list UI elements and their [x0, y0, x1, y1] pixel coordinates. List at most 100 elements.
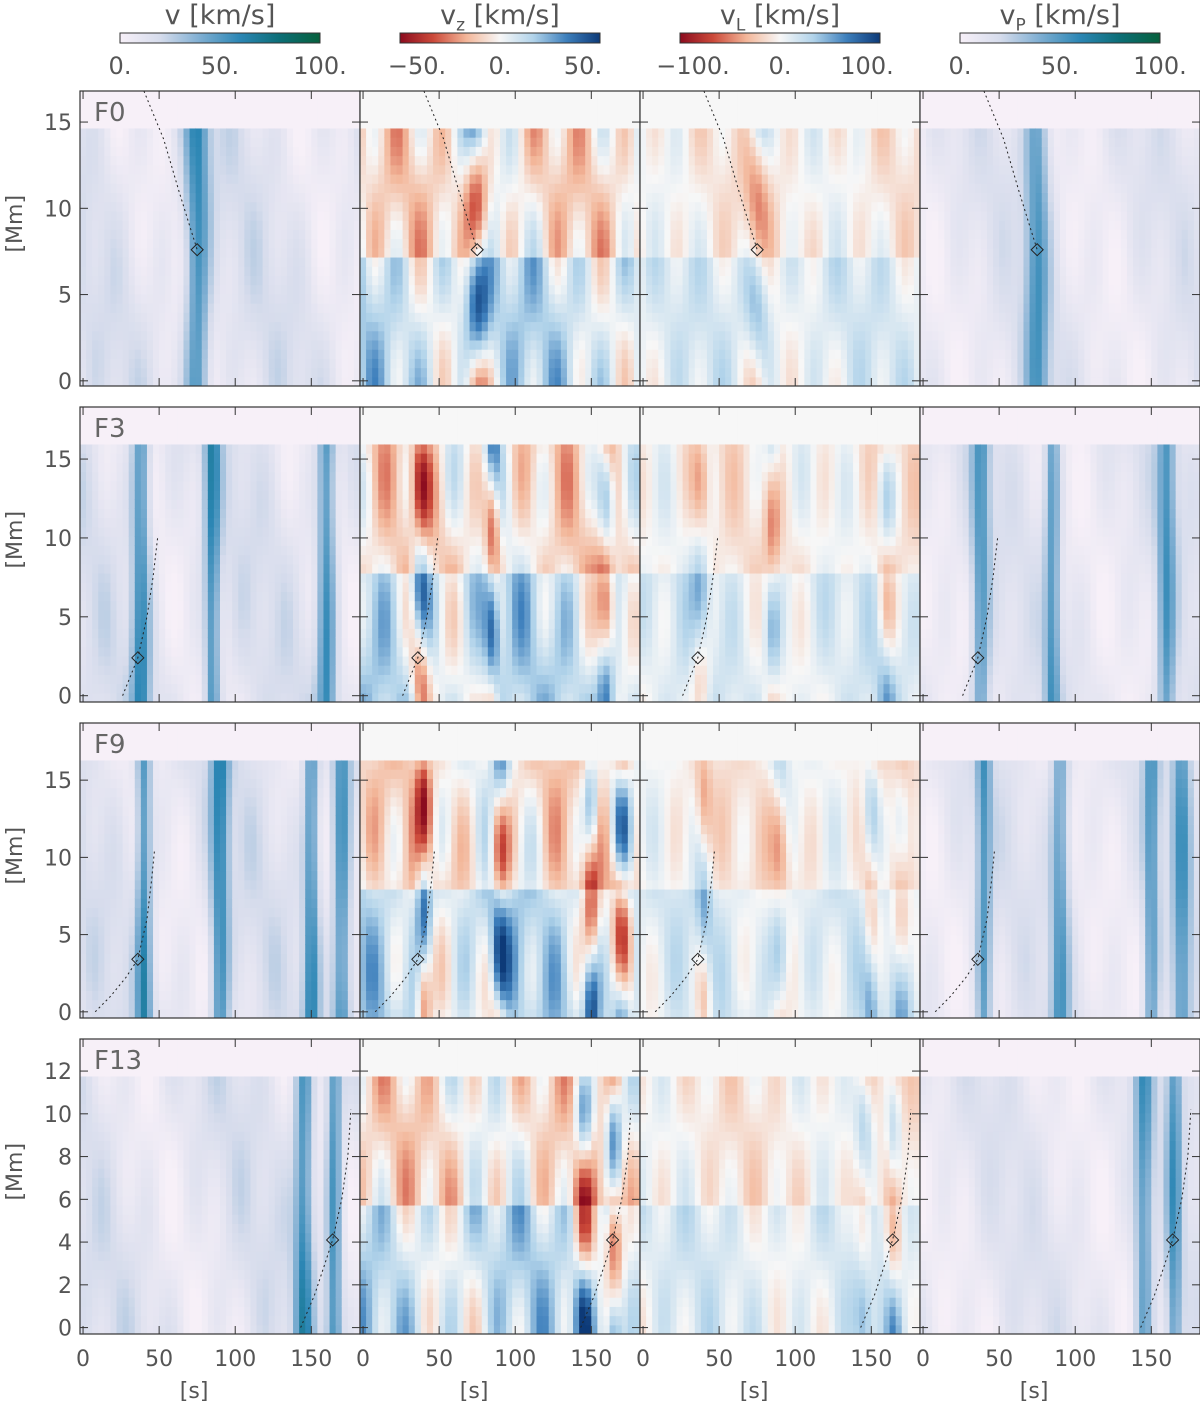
heatmap-cell — [804, 229, 812, 240]
heatmap-cell — [773, 284, 781, 295]
heatmap-cell — [938, 137, 945, 147]
heatmap-cell — [542, 164, 550, 175]
heatmap-cell — [104, 91, 112, 101]
heatmap-cell — [585, 238, 592, 249]
heatmap-cell — [390, 303, 398, 313]
heatmap-cell — [299, 367, 306, 378]
heatmap-cell — [566, 339, 574, 350]
heatmap-cell — [286, 266, 294, 276]
heatmap-cell — [907, 358, 915, 369]
heatmap-cell — [926, 100, 933, 111]
heatmap-cell — [347, 201, 355, 212]
heatmap-cell — [871, 192, 878, 203]
heatmap-cell — [913, 127, 920, 138]
heatmap-cell — [603, 321, 611, 332]
heatmap-cell — [974, 192, 982, 203]
heatmap-cell — [408, 164, 416, 175]
heatmap-cell — [719, 330, 726, 341]
heatmap-cell — [828, 155, 836, 166]
heatmap-cell — [238, 238, 245, 249]
heatmap-cell — [299, 173, 306, 184]
heatmap-cell — [828, 192, 836, 203]
heatmap-cell — [786, 275, 793, 286]
heatmap-cell — [822, 192, 830, 203]
heatmap-cell — [153, 330, 160, 341]
heatmap-cell — [469, 201, 477, 212]
heatmap-cell — [700, 173, 708, 184]
heatmap-cell — [353, 247, 360, 258]
heatmap-cell — [932, 201, 939, 212]
heatmap-cell — [226, 266, 233, 276]
heatmap-cell — [859, 137, 866, 147]
heatmap-cell — [786, 358, 793, 369]
heatmap-cell — [262, 192, 270, 203]
heatmap-cell — [694, 164, 702, 175]
heatmap-cell — [116, 201, 124, 212]
heatmap-cell — [378, 367, 385, 378]
heatmap-cell — [950, 266, 958, 276]
heatmap-cell — [962, 275, 970, 286]
heatmap-cell — [134, 367, 142, 378]
heatmap-cell — [335, 275, 343, 286]
heatmap-cell — [414, 155, 422, 166]
heatmap-cell — [451, 220, 458, 230]
heatmap-cell — [250, 229, 258, 240]
heatmap-cell — [731, 266, 738, 276]
heatmap-cell — [134, 100, 142, 111]
heatmap-cell — [165, 201, 172, 212]
heatmap-cell — [560, 220, 568, 230]
heatmap-cell — [396, 293, 404, 304]
heatmap-cell — [232, 339, 239, 350]
heatmap-cell — [80, 275, 87, 286]
heatmap-cell — [920, 164, 927, 175]
heatmap-cell — [195, 137, 203, 147]
heatmap-cell — [207, 173, 215, 184]
heatmap-cell — [445, 284, 452, 295]
heatmap-cell — [548, 339, 556, 350]
heatmap-cell — [80, 146, 87, 157]
heatmap-cell — [853, 349, 860, 359]
heatmap-cell — [323, 275, 331, 286]
heatmap-cell — [986, 155, 994, 166]
heatmap-cell — [487, 91, 495, 101]
heatmap-cell — [116, 293, 124, 304]
heatmap-cell — [974, 339, 982, 350]
heatmap-cell — [664, 109, 672, 120]
heatmap-cell — [560, 146, 568, 157]
heatmap-cell — [232, 155, 239, 166]
heatmap-cell — [986, 358, 994, 369]
heatmap-cell — [755, 220, 763, 230]
heatmap-cell — [633, 192, 640, 203]
heatmap-cell — [445, 358, 452, 369]
heatmap-cell — [317, 91, 325, 101]
colorbar-tick-label: 0. — [949, 52, 972, 80]
heatmap-cell — [353, 91, 360, 101]
heatmap-cell — [317, 303, 325, 313]
heatmap-cell — [146, 137, 154, 147]
heatmap-cell — [220, 164, 227, 175]
heatmap-cell — [305, 339, 312, 350]
heatmap-cell — [469, 339, 477, 350]
heatmap-cell — [280, 109, 288, 120]
heatmap-cell — [280, 173, 288, 184]
heatmap-cell — [110, 256, 118, 267]
heatmap-cell — [481, 155, 489, 166]
heatmap-cell — [664, 303, 672, 313]
heatmap-cell — [609, 321, 617, 332]
heatmap-cell — [536, 330, 544, 341]
heatmap-cell — [524, 210, 532, 221]
heatmap-cell — [633, 303, 640, 313]
heatmap-cell — [165, 293, 172, 304]
heatmap-cell — [1011, 367, 1018, 378]
heatmap-cell — [968, 367, 976, 378]
heatmap-cell — [518, 91, 525, 101]
heatmap-cell — [329, 293, 337, 304]
heatmap-cell — [408, 293, 416, 304]
heatmap-cell — [962, 321, 970, 332]
heatmap-cell — [299, 146, 306, 157]
heatmap-cell — [177, 321, 185, 332]
heatmap-cell — [86, 376, 93, 386]
heatmap-cell — [694, 173, 702, 184]
heatmap-cell — [646, 303, 653, 313]
heatmap-cell — [999, 367, 1006, 378]
